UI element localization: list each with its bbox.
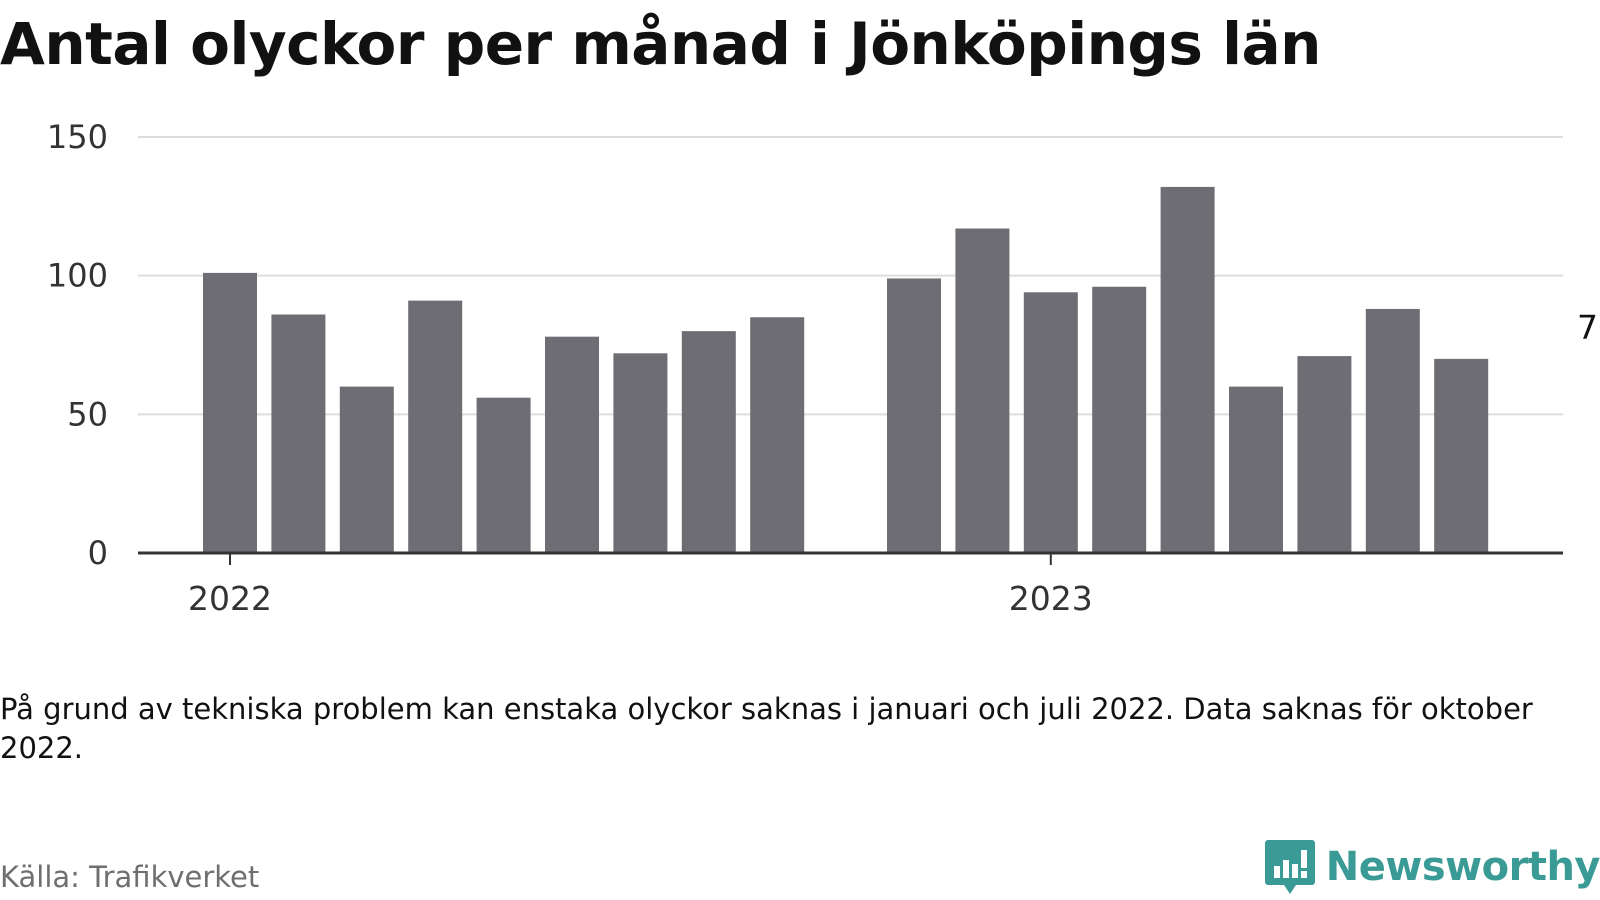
data-labels: 70 <box>1577 308 1600 347</box>
bar <box>1297 356 1352 553</box>
source-credit: Källa: Trafikverket <box>0 860 260 894</box>
bar-chart: 0 50 100 150 2022 2023 70 <box>47 118 1600 618</box>
bar <box>681 331 736 553</box>
bar-chart-speech-bubble-icon <box>1264 840 1315 894</box>
data-label: 70 <box>1577 308 1600 347</box>
bar <box>1092 286 1147 553</box>
bar <box>203 272 257 553</box>
bar <box>1160 186 1215 554</box>
logo-text: Newsworthy <box>1325 844 1600 890</box>
bar <box>613 353 668 553</box>
bar <box>1023 292 1078 553</box>
y-tick-label: 0 <box>88 534 108 572</box>
bar <box>545 336 599 553</box>
chart-footnote: På grund av tekniska problem kan enstaka… <box>0 692 1533 765</box>
x-tick-label: 2023 <box>1009 579 1093 618</box>
bar <box>1229 386 1283 553</box>
y-axis-tick-labels: 0 50 100 150 <box>47 118 108 572</box>
newsworthy-logo: Newsworthy <box>1264 838 1600 896</box>
bar <box>1365 308 1420 553</box>
x-axis: 2022 2023 <box>138 551 1563 618</box>
bar <box>750 317 805 553</box>
bar <box>339 386 394 553</box>
bar <box>887 278 941 553</box>
bar <box>408 300 463 553</box>
bar <box>271 314 326 553</box>
bar <box>476 397 531 553</box>
y-tick-label: 100 <box>47 257 108 295</box>
x-tick-label: 2022 <box>188 579 272 618</box>
chart-title: Antal olyckor per månad i Jönköpings län <box>0 10 1321 78</box>
y-tick-label: 50 <box>67 395 108 433</box>
y-tick-label: 150 <box>47 118 108 156</box>
bars <box>203 186 1489 554</box>
bar <box>1434 358 1489 553</box>
bar <box>955 228 1010 553</box>
